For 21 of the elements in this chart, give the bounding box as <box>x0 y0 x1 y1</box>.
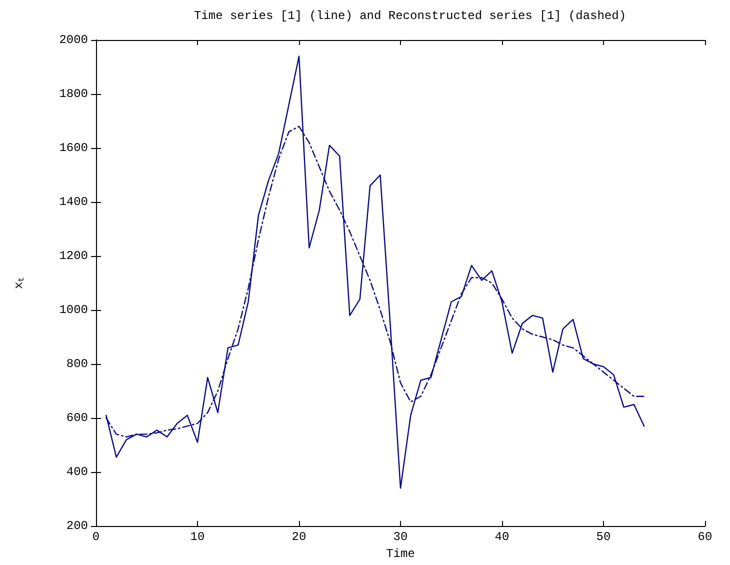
x-tick-label: 50 <box>596 530 611 544</box>
y-axis-title: xt <box>12 276 26 289</box>
x-tick-label: 60 <box>698 530 712 544</box>
y-tick-label: 400 <box>66 465 88 479</box>
y-tick-label: 1600 <box>59 141 88 155</box>
y-tick-label: 1200 <box>59 249 88 263</box>
y-tick-label: 2000 <box>59 33 88 47</box>
y-tick-label: 600 <box>66 411 88 425</box>
x-tick-label: 30 <box>393 530 408 544</box>
line-series <box>106 56 645 489</box>
x-axis-title: Time <box>386 547 415 561</box>
x-tick-label: 40 <box>494 530 510 544</box>
y-tick-label: 1400 <box>59 195 88 209</box>
y-tick-label: 1800 <box>59 87 88 101</box>
x-tick-label: 20 <box>292 530 306 544</box>
chart-title: Time series [1] (line) and Reconstructed series [1] (dashed) <box>194 9 626 23</box>
y-tick-label: 200 <box>66 519 88 533</box>
x-tick-label: 0 <box>92 530 100 544</box>
y-tick-label: 1000 <box>59 303 88 317</box>
x-tick-label: 10 <box>190 530 205 544</box>
y-tick-label: 800 <box>66 357 88 371</box>
